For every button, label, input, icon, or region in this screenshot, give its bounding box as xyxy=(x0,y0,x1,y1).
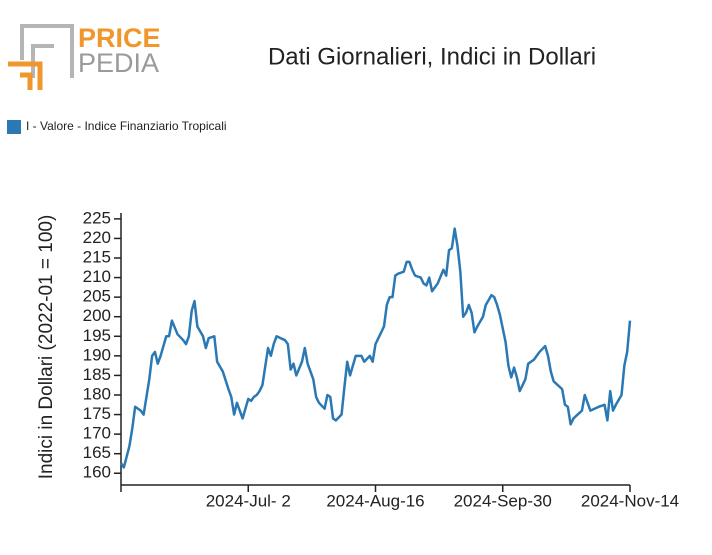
y-tick-label: 185 xyxy=(83,365,111,384)
logo-text: PRICE xyxy=(78,23,161,53)
series-line xyxy=(119,227,632,469)
x-tick-label: 2024-Aug-16 xyxy=(326,491,424,510)
y-tick-label: 220 xyxy=(83,228,111,247)
y-tick-label: 165 xyxy=(83,443,111,462)
y-tick-label: 225 xyxy=(83,208,111,227)
y-tick-label: 160 xyxy=(83,463,111,482)
x-tick-label: 2024-Jul- 2 xyxy=(206,491,291,510)
x-tick-label: 2024-Sep-30 xyxy=(454,491,552,510)
y-tick-label: 175 xyxy=(83,404,111,423)
y-tick-label: 195 xyxy=(83,326,111,345)
logo-mark xyxy=(8,61,43,90)
logo-text: PEDIA xyxy=(78,48,159,78)
y-tick-label: 205 xyxy=(83,287,111,306)
legend-label: I - Valore - Indice Finanziario Tropical… xyxy=(26,119,227,133)
logo-mark xyxy=(20,72,33,90)
chart-title: Dati Giornalieri, Indici in Dollari xyxy=(268,43,596,70)
x-tick-label: 2024-Nov-14 xyxy=(581,491,679,510)
y-axis-label: Indici in Dollari (2022-01 = 100) xyxy=(36,215,57,480)
y-tick-label: 170 xyxy=(83,424,111,443)
y-tick-label: 190 xyxy=(83,345,111,364)
logo-frame xyxy=(20,24,74,78)
legend-swatch xyxy=(7,120,21,134)
logo: PRICE PEDIA xyxy=(8,23,161,90)
y-tick-label: 180 xyxy=(83,384,111,403)
y-tick-label: 210 xyxy=(83,267,111,286)
logo-frame xyxy=(31,44,54,78)
y-tick-label: 200 xyxy=(83,306,111,325)
y-tick-label: 215 xyxy=(83,247,111,266)
